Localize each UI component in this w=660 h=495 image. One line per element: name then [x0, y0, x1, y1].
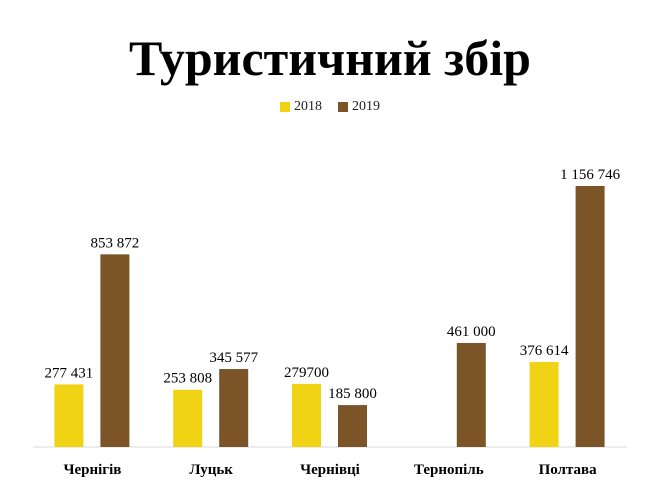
category-label-1: Луцьк [189, 462, 233, 478]
value-labels-group: 277 431 853 872 253 808 345 577 279700 185 80… [45, 167, 621, 402]
bar-2018-0 [54, 384, 84, 447]
legend-item-2019: 2019 [338, 99, 380, 115]
value-label-2019-4: 1 156 746 [560, 167, 621, 183]
chart-legend: 2018 2019 [0, 99, 660, 115]
value-label-2019-0: 853 872 [91, 235, 140, 251]
value-label-2019-2: 185 800 [328, 386, 377, 402]
value-label-2019-3: 461 000 [447, 324, 496, 340]
bars-group [54, 186, 605, 447]
legend-swatch-2018 [280, 102, 290, 112]
chart-title: Туристичний збір [129, 30, 531, 86]
bar-2018-2 [292, 383, 321, 447]
category-labels-group: Чернігів Луцьк Чернівці Тернопіль Полтава [63, 462, 597, 478]
legend-label-2019: 2019 [352, 99, 380, 114]
legend-label-2018: 2018 [294, 99, 322, 114]
value-label-2018-4: 376 614 [520, 343, 569, 359]
bar-2019-1 [219, 369, 249, 447]
legend-swatch-2019 [338, 102, 348, 112]
category-label-3: Тернопіль [414, 462, 484, 478]
bar-2019-2 [338, 405, 367, 447]
category-label-0: Чернігів [63, 462, 121, 478]
category-label-4: Полтава [539, 462, 598, 478]
legend-item-2018: 2018 [280, 99, 322, 115]
bar-2019-0 [100, 254, 130, 447]
value-label-2018-1: 253 808 [163, 371, 212, 387]
bar-2019-3 [456, 342, 486, 447]
category-label-2: Чернівці [300, 462, 360, 478]
value-label-2018-0: 277 431 [45, 365, 94, 381]
bar-2018-1 [173, 389, 203, 447]
bar-2018-4 [529, 362, 559, 447]
bar-2019-4 [575, 186, 605, 447]
value-label-2019-1: 345 577 [209, 350, 258, 366]
value-label-2018-2: 279700 [284, 365, 329, 381]
